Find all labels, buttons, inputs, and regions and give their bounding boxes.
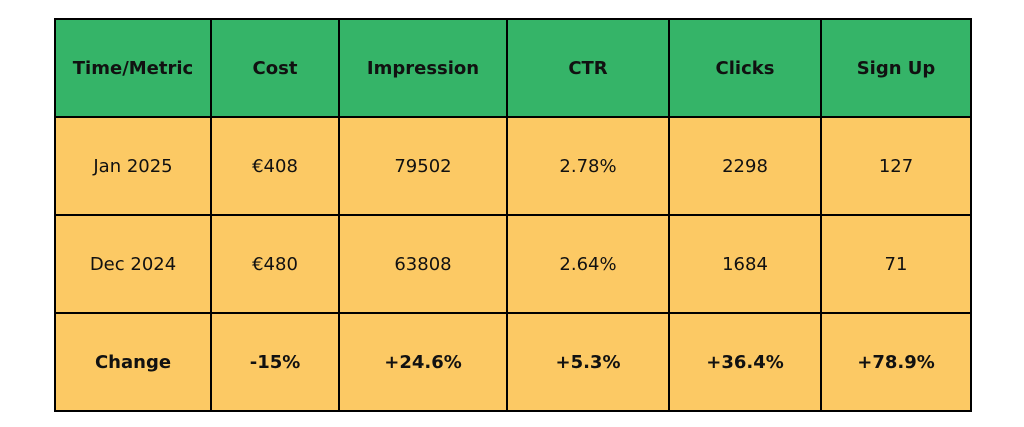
- header-impression: Impression: [338, 18, 508, 118]
- table-cell: 79502: [338, 116, 508, 216]
- table-cell: -15%: [210, 312, 340, 412]
- table-cell: 2.64%: [506, 214, 670, 314]
- table-cell: +5.3%: [506, 312, 670, 412]
- table-cell: 2298: [668, 116, 822, 216]
- table-row-jan-2025: Jan 2025 €408 79502 2.78% 2298 127: [54, 116, 972, 216]
- table-cell: €408: [210, 116, 340, 216]
- table-cell: +36.4%: [668, 312, 822, 412]
- table-cell: 1684: [668, 214, 822, 314]
- table-cell: 2.78%: [506, 116, 670, 216]
- table-row-change: Change -15% +24.6% +5.3% +36.4% +78.9%: [54, 312, 972, 412]
- metrics-table: Time/Metric Cost Impression CTR Clicks S…: [54, 18, 972, 412]
- table-cell: Change: [54, 312, 212, 412]
- header-time-metric: Time/Metric: [54, 18, 212, 118]
- header-ctr: CTR: [506, 18, 670, 118]
- header-clicks: Clicks: [668, 18, 822, 118]
- table-cell: €480: [210, 214, 340, 314]
- table-cell: +78.9%: [820, 312, 972, 412]
- header-row: Time/Metric Cost Impression CTR Clicks S…: [54, 18, 972, 118]
- table-row-dec-2024: Dec 2024 €480 63808 2.64% 1684 71: [54, 214, 972, 314]
- table-cell: Dec 2024: [54, 214, 212, 314]
- table-cell: Jan 2025: [54, 116, 212, 216]
- table-cell: +24.6%: [338, 312, 508, 412]
- table-cell: 71: [820, 214, 972, 314]
- metrics-table-container: Time/Metric Cost Impression CTR Clicks S…: [54, 18, 972, 412]
- table-cell: 127: [820, 116, 972, 216]
- header-sign-up: Sign Up: [820, 18, 972, 118]
- table-cell: 63808: [338, 214, 508, 314]
- header-cost: Cost: [210, 18, 340, 118]
